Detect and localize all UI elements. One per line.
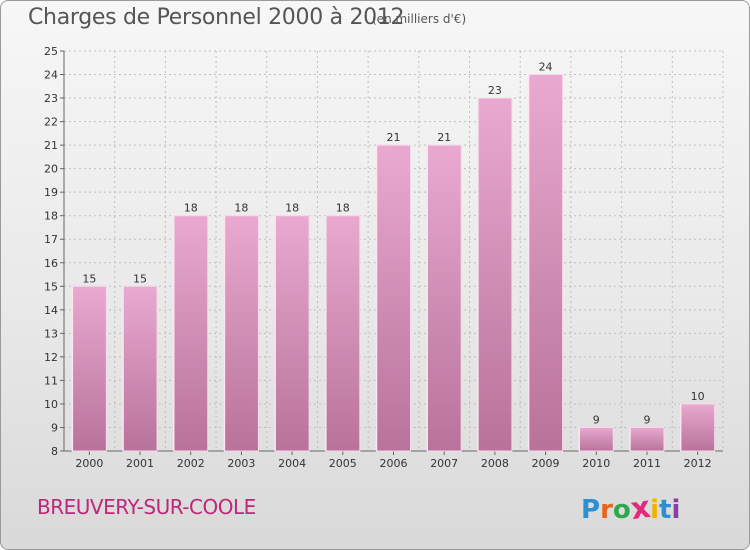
logo-letter: r	[600, 495, 613, 525]
value-label: 18	[336, 202, 350, 215]
x-tick-label: 2008	[481, 457, 509, 470]
bar	[325, 215, 361, 452]
x-tick-label: 2009	[532, 457, 560, 470]
x-tick-label: 2001	[126, 457, 154, 470]
value-label: 21	[387, 131, 401, 144]
bar	[680, 403, 716, 452]
x-tick-label: 2002	[177, 457, 205, 470]
value-label: 18	[234, 202, 248, 215]
labels: 2000 15 2001 15 2002 18 2003 18 2004 18 2005 18 2006…	[75, 61, 711, 470]
y-tick-label: 21	[44, 139, 58, 152]
value-label: 10	[691, 390, 705, 403]
bar	[173, 215, 209, 452]
chart-title: Charges de Personnel 2000 à 2012	[28, 5, 405, 30]
bar	[122, 285, 158, 452]
bar	[274, 215, 310, 452]
value-label: 18	[184, 202, 198, 215]
y-tick-label: 22	[44, 116, 58, 129]
y-tick-label: 20	[44, 163, 58, 176]
x-tick-label: 2003	[227, 457, 255, 470]
y-tick-label: 17	[44, 233, 58, 246]
y-tick-label: 18	[44, 210, 58, 223]
bar	[528, 74, 564, 452]
y-tick-label: 15	[44, 280, 58, 293]
bars	[71, 74, 716, 452]
bar	[71, 285, 107, 452]
y-tick-label: 9	[51, 421, 58, 434]
y-tick-label: 16	[44, 257, 58, 270]
x-tick-label: 2004	[278, 457, 306, 470]
x-tick-label: 2011	[633, 457, 661, 470]
value-label: 24	[539, 61, 553, 74]
x-tick-label: 2005	[329, 457, 357, 470]
value-label: 21	[437, 131, 451, 144]
logo-letter: t	[659, 495, 672, 525]
value-label: 15	[133, 272, 147, 285]
bar	[426, 144, 462, 452]
y-tick-label: 25	[44, 45, 58, 58]
logo-letter: x	[628, 489, 653, 528]
chart-subtitle: (en milliers d'€)	[372, 12, 467, 26]
value-label: 23	[488, 84, 502, 97]
y-tick-label: 12	[44, 351, 58, 364]
y-tick-label: 11	[44, 374, 58, 387]
logo-letter: i	[671, 495, 681, 525]
bar	[578, 426, 614, 452]
y-tick-label: 13	[44, 327, 58, 340]
y-tick-label: 19	[44, 186, 58, 199]
x-tick-label: 2012	[684, 457, 712, 470]
x-tick-label: 2010	[582, 457, 610, 470]
y-tick-label: 10	[44, 398, 58, 411]
proxiti-logo: Proxiti	[581, 489, 681, 528]
bar	[223, 215, 259, 452]
logo-letter: P	[581, 495, 601, 525]
y-tick-label: 23	[44, 92, 58, 105]
x-tick-label: 2007	[430, 457, 458, 470]
logo-letter: i	[650, 495, 660, 525]
bar	[477, 97, 513, 452]
x-tick-label: 2006	[380, 457, 408, 470]
y-tick-label: 24	[44, 69, 58, 82]
commune-name: BREUVERY-SUR-COOLE	[37, 495, 256, 519]
value-label: 9	[593, 413, 600, 426]
y-tick-label: 8	[51, 445, 58, 458]
y-tick-label: 14	[44, 304, 58, 317]
bar	[629, 426, 665, 452]
value-label: 9	[643, 413, 650, 426]
value-label: 15	[82, 272, 96, 285]
value-label: 18	[285, 202, 299, 215]
logo-letter: o	[612, 495, 631, 525]
x-tick-label: 2000	[75, 457, 103, 470]
bar	[376, 144, 411, 452]
